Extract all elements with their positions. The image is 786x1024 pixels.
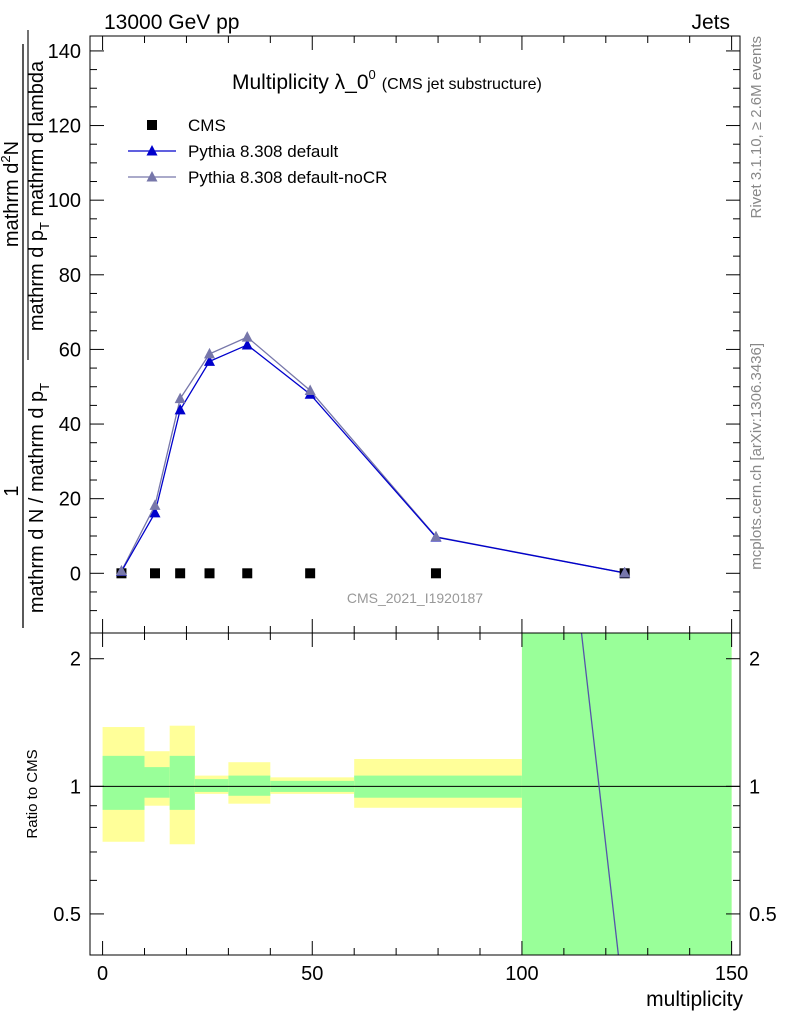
ylabel-denom2-end: mathrm d lambda xyxy=(26,60,48,222)
main-x-ticks xyxy=(102,36,733,633)
main-y-tick-label: 140 xyxy=(48,41,81,63)
data-point-mc xyxy=(149,506,161,518)
data-point-cms xyxy=(150,568,160,579)
ratio-band-inner xyxy=(102,755,145,810)
main-y-ticks: 0 20 40 60 80 100 120 140 xyxy=(48,41,740,612)
ratio-band-inner xyxy=(144,767,170,798)
ylabel-denom2-sub: T xyxy=(37,222,52,230)
plot-subtitle: (CMS jet substructure) xyxy=(382,76,542,93)
ratio-y-tick-label-right: 0.5 xyxy=(749,904,777,926)
ratio-plot-panel: 0.5 0.5 1 1 2 2 Ratio to CMS xyxy=(24,632,777,956)
data-point-mc xyxy=(115,565,127,576)
ylabel-denom2-text: mathrm d p xyxy=(26,230,48,331)
mcplots-label: mcplots.cern.ch [arXiv:1306.3436] xyxy=(748,343,765,570)
legend-marker-mc xyxy=(146,171,158,182)
data-point-cms xyxy=(430,568,441,579)
ratio-y-tick-label-right: 2 xyxy=(749,649,760,671)
main-y-tick-label: 0 xyxy=(70,563,81,585)
plot-title-main: Multiplicity λ_0 xyxy=(232,71,369,94)
x-tick-label: 50 xyxy=(301,963,323,985)
x-tick-labels: 0 50 100 150 xyxy=(97,963,748,985)
rivet-label: Rivet 3.1.10, ≥ 2.6M events xyxy=(748,36,765,219)
x-tick-label: 100 xyxy=(505,963,538,985)
data-point-mc xyxy=(304,384,316,395)
ylabel-denom1-sub: T xyxy=(37,383,52,391)
data-point-cms xyxy=(242,568,253,579)
header-category-label: Jets xyxy=(691,11,730,34)
ratio-x-ticks xyxy=(102,633,733,955)
ratio-y-ticks: 0.5 0.5 1 1 2 2 xyxy=(53,649,777,956)
main-y-tick-label: 80 xyxy=(59,265,81,287)
main-plot-panel: 0 20 40 60 80 100 120 140 CMS_2021_I1920187 Mul… xyxy=(48,35,741,634)
legend-marker-cms xyxy=(147,120,157,130)
ratio-band-inner xyxy=(521,633,732,955)
data-point-mc xyxy=(430,530,442,542)
data-point-mc xyxy=(149,499,161,510)
legend: CMS Pythia 8.308 default Pythia 8.308 defa… xyxy=(128,116,387,187)
data-point-cms xyxy=(305,568,316,579)
ylabel-num2-text: mathrm d xyxy=(1,163,23,247)
x-tick-label: 150 xyxy=(715,963,748,985)
ratio-y-tick-label: 0.5 xyxy=(53,904,81,926)
x-axis-label: multiplicity xyxy=(646,988,743,1011)
main-y-tick-label: 60 xyxy=(59,339,81,361)
legend-marker-mc xyxy=(146,145,158,156)
data-point-mc xyxy=(204,347,216,359)
data-point-mc xyxy=(619,566,631,578)
ylabel-frac1-num: 1 xyxy=(1,485,23,496)
main-y-tick-label: 40 xyxy=(59,414,81,436)
ylabel-frac2-num: mathrm d2N xyxy=(0,141,23,247)
legend-label: Pythia 8.308 default xyxy=(188,142,339,161)
ratio-y-tick-label: 2 xyxy=(70,649,81,671)
data-point-mc xyxy=(204,355,216,366)
series-line xyxy=(120,344,625,574)
series-layer xyxy=(115,331,631,579)
main-y-tick-label: 120 xyxy=(48,116,81,138)
data-point-cms xyxy=(175,568,186,579)
ylabel-frac1-denom: mathrm d N / mathrm d pT xyxy=(26,383,52,613)
data-point-mc xyxy=(174,392,186,404)
ratio-band-inner xyxy=(169,755,195,810)
ratio-mc-line xyxy=(580,632,620,956)
data-point-mc xyxy=(241,338,253,350)
series-line xyxy=(120,336,625,574)
data-point-mc xyxy=(241,331,253,342)
plot-title: Multiplicity λ_00 (CMS jet substructure) xyxy=(232,67,542,94)
plot-title-sup: 0 xyxy=(369,67,376,82)
ylabel-num2-end: N xyxy=(1,141,23,155)
ylabel-num2-sup: 2 xyxy=(0,155,13,162)
ratio-y-tick-label-right: 1 xyxy=(749,776,760,798)
data-point-mc xyxy=(174,403,186,415)
ratio-band-inner xyxy=(194,779,229,792)
ratio-plot-frame xyxy=(89,632,741,956)
legend-label: Pythia 8.308 default-noCR xyxy=(188,168,387,187)
ratio-y-axis-label: Ratio to CMS xyxy=(24,749,41,838)
x-tick-label: 0 xyxy=(97,963,108,985)
ratio-band-inner xyxy=(228,775,271,796)
watermark: CMS_2021_I1920187 xyxy=(347,590,483,606)
main-y-axis-label: 1 mathrm d N / mathrm d pT mathrm d2N ma… xyxy=(0,30,52,628)
ylabel-frac2-denom: mathrm d pT mathrm d lambda xyxy=(26,60,52,331)
header-energy-label: 13000 GeV pp xyxy=(104,11,239,34)
ylabel-denom1-text: mathrm d N / mathrm d p xyxy=(26,391,48,613)
main-y-tick-label: 20 xyxy=(59,489,81,511)
ratio-y-tick-label: 1 xyxy=(70,776,81,798)
legend-label: CMS xyxy=(188,116,226,135)
ratio-bands xyxy=(90,632,740,956)
data-point-cms xyxy=(204,568,215,579)
main-y-tick-label: 100 xyxy=(48,190,81,212)
